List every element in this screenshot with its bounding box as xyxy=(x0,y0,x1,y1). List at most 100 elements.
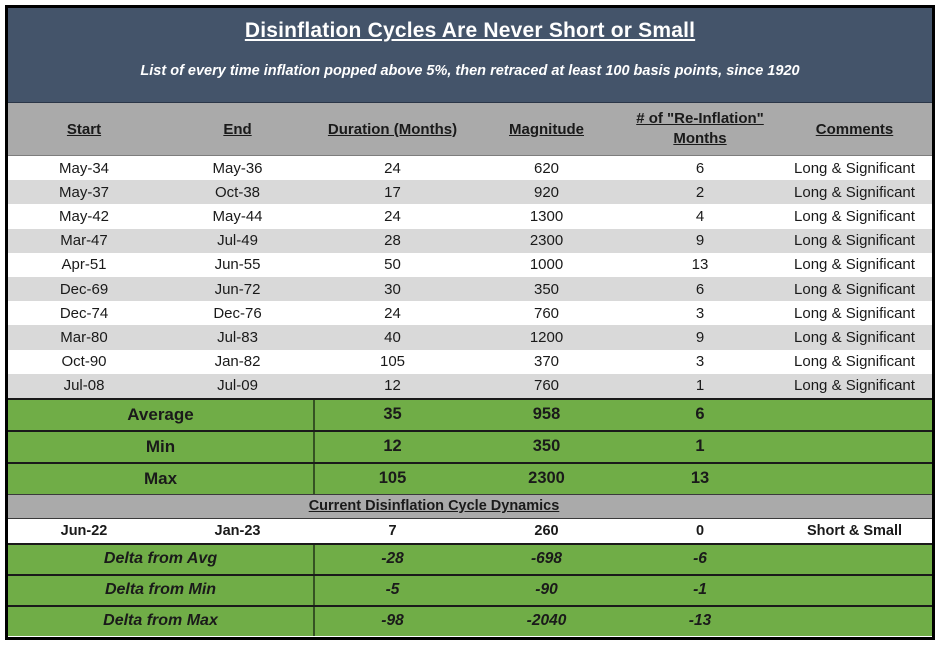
cell-magnitude: 620 xyxy=(533,159,560,177)
cell-duration: 105 xyxy=(379,353,406,371)
delta-duration: -5 xyxy=(385,581,400,599)
cell-start: Dec-69 xyxy=(59,280,109,298)
cell-end: Jul-83 xyxy=(217,328,258,346)
cell-reinflation: 0 xyxy=(695,522,705,539)
col-header-start: Start xyxy=(8,103,160,155)
summary-row: Average 35 958 6 xyxy=(8,397,932,430)
cell-comments: Short & Small xyxy=(806,522,903,539)
delta-magnitude: -698 xyxy=(530,550,563,568)
data-rows: May-34 May-36 24 620 6 Long & Significant May-… xyxy=(8,156,932,398)
summary-comments xyxy=(777,432,932,462)
cell-duration: 30 xyxy=(384,280,401,298)
current-dynamics-band: Current Disinflation Cycle Dynamics xyxy=(8,493,932,519)
cell-start: May-34 xyxy=(58,159,110,177)
table-row: Oct-90 Jan-82 105 370 3 Long & Significant xyxy=(8,350,932,374)
cell-magnitude: 260 xyxy=(534,522,559,539)
summary-duration: 12 xyxy=(383,437,402,456)
cell-magnitude: 350 xyxy=(533,280,560,298)
col-header-reinflation-line1: # of "Re-Inflation" xyxy=(636,109,764,127)
delta-duration: -98 xyxy=(381,612,404,630)
cell-duration: 24 xyxy=(384,207,401,225)
cell-duration: 50 xyxy=(384,256,401,274)
delta-magnitude: -2040 xyxy=(526,612,567,630)
summary-row: Min 12 350 1 xyxy=(8,429,932,462)
table-row: Mar-80 Jul-83 40 1200 9 Long & Significant xyxy=(8,325,932,350)
cell-reinflation: 6 xyxy=(695,159,705,177)
col-header-comments-label: Comments xyxy=(815,120,894,138)
cell-reinflation: 2 xyxy=(695,183,705,201)
table-row: Jul-08 Jul-09 12 760 1 Long & Significant xyxy=(8,373,932,398)
summary-magnitude: 958 xyxy=(532,405,561,424)
cell-start: Mar-47 xyxy=(60,232,108,250)
col-header-comments: Comments xyxy=(777,103,932,155)
cell-magnitude: 1300 xyxy=(529,207,564,225)
summary-comments xyxy=(777,464,932,494)
cell-end: May-44 xyxy=(212,207,263,225)
cell-reinflation: 9 xyxy=(695,328,705,346)
cell-comments: Long & Significant xyxy=(794,353,915,371)
cell-start: Apr-51 xyxy=(61,256,107,274)
cell-magnitude: 760 xyxy=(533,377,560,395)
delta-reinflation: -1 xyxy=(693,581,707,599)
cell-reinflation: 6 xyxy=(695,280,705,298)
cell-magnitude: 2300 xyxy=(529,232,564,250)
col-header-reinflation: # of "Re-Inflation" Months xyxy=(623,103,777,155)
table-row: Dec-69 Jun-72 30 350 6 Long & Significant xyxy=(8,276,932,302)
table-row: Dec-74 Dec-76 24 760 3 Long & Significant xyxy=(8,301,932,325)
table-frame: Disinflation Cycles Are Never Short or S… xyxy=(5,5,935,640)
cell-duration: 40 xyxy=(384,328,401,346)
col-header-end-label: End xyxy=(223,120,252,138)
summary-reinflation: 1 xyxy=(695,437,705,456)
cell-reinflation: 9 xyxy=(695,232,705,250)
cell-start: Mar-80 xyxy=(60,328,108,346)
delta-row: Delta from Min -5 -90 -1 xyxy=(8,573,932,605)
delta-duration: -28 xyxy=(381,550,404,568)
current-cycle-row: Jun-22 Jan-23 7 260 0 Short & Small xyxy=(8,518,932,543)
cell-reinflation: 13 xyxy=(691,256,709,274)
table-row: Mar-47 Jul-49 28 2300 9 Long & Significant xyxy=(8,228,932,253)
delta-magnitude: -90 xyxy=(535,581,558,599)
summary-label: Min xyxy=(8,431,315,462)
table-row: May-34 May-36 24 620 6 Long & Significant xyxy=(8,156,932,180)
cell-reinflation: 3 xyxy=(695,353,705,371)
cell-start: May-37 xyxy=(58,183,110,201)
page-title: Disinflation Cycles Are Never Short or S… xyxy=(244,19,696,42)
delta-comments xyxy=(777,576,932,605)
cell-comments: Long & Significant xyxy=(794,232,915,250)
summary-duration: 35 xyxy=(383,405,402,424)
cell-comments: Long & Significant xyxy=(794,256,915,274)
cell-reinflation: 1 xyxy=(695,377,705,395)
summary-row: Max 105 2300 13 xyxy=(8,461,932,494)
page-subtitle: List of every time inflation popped abov… xyxy=(140,63,800,79)
cell-end: Jul-49 xyxy=(217,232,258,250)
cell-duration: 7 xyxy=(388,522,397,539)
col-header-duration-label: Duration (Months) xyxy=(327,120,458,138)
cell-end: Jun-55 xyxy=(214,256,261,274)
delta-comments xyxy=(777,545,932,574)
delta-reinflation: -13 xyxy=(688,612,712,630)
col-header-magnitude-label: Magnitude xyxy=(509,120,584,138)
delta-rows: Delta from Avg -28 -698 -6 Delta from Min -5 -… xyxy=(8,542,932,636)
summary-reinflation: 6 xyxy=(695,405,705,424)
cell-start: Dec-74 xyxy=(59,304,109,322)
col-header-magnitude: Magnitude xyxy=(470,103,623,155)
summary-magnitude: 350 xyxy=(532,437,561,456)
summary-duration: 105 xyxy=(378,469,407,488)
summary-reinflation: 13 xyxy=(690,469,710,488)
current-dynamics-title: Current Disinflation Cycle Dynamics xyxy=(308,498,560,515)
cell-reinflation: 4 xyxy=(695,207,705,225)
delta-row: Delta from Max -98 -2040 -13 xyxy=(8,604,932,636)
cell-end: Jun-72 xyxy=(214,280,261,298)
summary-comments xyxy=(777,400,932,430)
cell-start: May-42 xyxy=(58,207,110,225)
delta-label: Delta from Min xyxy=(8,575,315,605)
cell-duration: 12 xyxy=(384,377,401,395)
delta-reinflation: -6 xyxy=(693,550,707,568)
delta-label: Delta from Avg xyxy=(8,544,315,574)
cell-reinflation: 3 xyxy=(695,304,705,322)
delta-comments xyxy=(777,607,932,636)
table-row: Apr-51 Jun-55 50 1000 13 Long & Significant xyxy=(8,253,932,277)
cell-magnitude: 920 xyxy=(533,183,560,201)
cell-start: Jul-08 xyxy=(63,377,105,395)
cell-end: Jul-09 xyxy=(217,377,258,395)
